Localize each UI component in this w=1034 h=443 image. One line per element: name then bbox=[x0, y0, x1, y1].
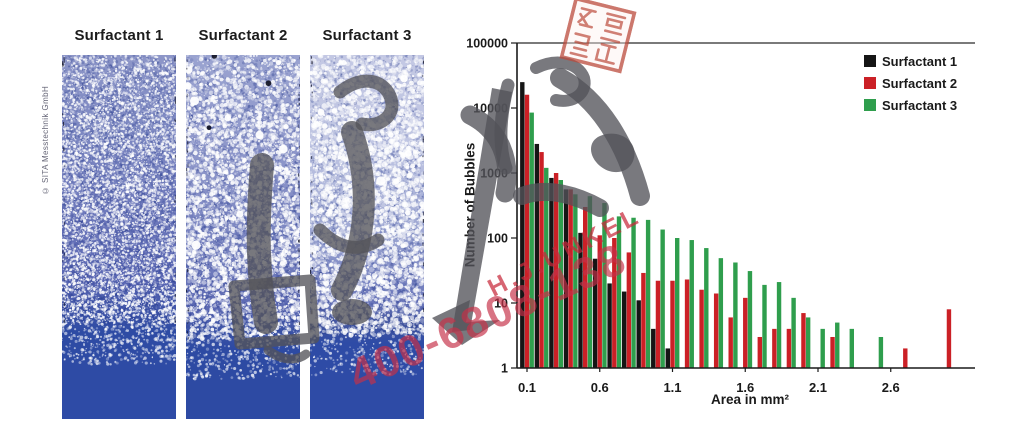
bar-surfactant-2-x1.6 bbox=[743, 297, 748, 368]
legend-label: Surfactant 1 bbox=[882, 53, 958, 69]
bar-surfactant-3-x0.6 bbox=[602, 203, 607, 368]
foam-image-surfactant-3 bbox=[310, 55, 424, 419]
bar-surfactant-1-x0.9 bbox=[636, 300, 641, 368]
bar-surfactant-2-x1 bbox=[655, 280, 661, 368]
bar-surfactant-3-x0.1 bbox=[529, 112, 534, 368]
copyright-text: © SITA Messtechnik GmbH bbox=[41, 85, 50, 195]
bar-surfactant-1-x0.6 bbox=[592, 258, 598, 368]
bar-surfactant-3-x0.2 bbox=[544, 167, 549, 368]
bar-surfactant-2-x0.6 bbox=[597, 235, 602, 368]
bar-surfactant-2-x0.9 bbox=[641, 272, 646, 368]
bar-surfactant-3-x1 bbox=[660, 229, 665, 368]
legend-row-surfactant-3: Surfactant 3 bbox=[864, 97, 957, 113]
x-tick-label: 2.1 bbox=[809, 380, 827, 395]
x-axis-title: Area in mm² bbox=[710, 392, 790, 407]
bar-surfactant-3-x1.8 bbox=[776, 282, 782, 368]
bar-surfactant-2-x0.7 bbox=[612, 238, 617, 368]
bar-surfactant-1-x0.2 bbox=[534, 143, 540, 368]
bar-surfactant-2-x1.7 bbox=[757, 336, 762, 368]
bar-surfactant-3-x1.2 bbox=[689, 240, 694, 368]
bar-surfactant-2-x1.2 bbox=[684, 279, 690, 368]
y-axis-title: Number of Bubbles bbox=[462, 142, 478, 268]
foam-canvas-2 bbox=[186, 55, 300, 419]
bar-surfactant-3-x0.9 bbox=[645, 219, 651, 368]
bar-surfactant-1-x0.3 bbox=[549, 177, 554, 368]
bar-surfactant-2-x1.4 bbox=[713, 293, 719, 368]
bar-surfactant-2-x0.2 bbox=[539, 152, 544, 368]
bar-surfactant-3-x0.7 bbox=[616, 216, 622, 368]
legend-label: Surfactant 2 bbox=[882, 75, 958, 91]
y-tick-label: 100 bbox=[487, 232, 508, 246]
bar-surfactant-2-x0.5 bbox=[583, 206, 588, 368]
foam-image-surfactant-2 bbox=[186, 55, 300, 419]
bar-surfactant-1-x0.8 bbox=[621, 291, 627, 368]
bar-surfactant-1-x1.1 bbox=[665, 348, 670, 368]
y-tick-label: 1000 bbox=[480, 167, 508, 181]
foam-canvas-3 bbox=[310, 55, 424, 419]
y-tick-label: 1 bbox=[501, 362, 508, 376]
bar-chart: 1 10 100 1000 10000 100000 0.1 0.6 1.1 1.6 2.1 2.6 bbox=[466, 37, 975, 395]
bar-surfactant-2-x0.3 bbox=[553, 173, 559, 368]
panel-label-surfactant-1: Surfactant 1 bbox=[74, 27, 164, 44]
bar-surfactant-3-x0.8 bbox=[631, 217, 636, 368]
y-tick-label: 10 bbox=[494, 297, 508, 311]
panel-label-surfactant-3: Surfactant 3 bbox=[322, 27, 412, 44]
bar-surfactant-2-x0.4 bbox=[568, 189, 573, 368]
bar-surfactant-2-x1.8 bbox=[772, 328, 777, 368]
bar-surfactant-2-x1.3 bbox=[699, 289, 704, 368]
x-tick-label: 1.1 bbox=[663, 380, 681, 395]
bar-surfactant-3-x1.7 bbox=[762, 284, 767, 368]
bar-surfactant-3-x1.3 bbox=[704, 248, 709, 368]
bar-surfactant-1-x0.1 bbox=[520, 82, 525, 368]
bar-surfactant-3-x1.4 bbox=[718, 258, 724, 368]
legend-row-surfactant-1: Surfactant 1 bbox=[864, 53, 957, 69]
y-tick-label: 10000 bbox=[473, 102, 508, 116]
bar-surfactant-1-x0.7 bbox=[607, 283, 612, 368]
legend-swatch-black bbox=[864, 55, 876, 67]
foam-canvas-1 bbox=[62, 55, 176, 419]
legend-row-surfactant-2: Surfactant 2 bbox=[864, 75, 957, 91]
bar-surfactant-3-x2.5 bbox=[878, 336, 884, 368]
bar-surfactant-2-x1.9 bbox=[786, 328, 792, 368]
legend-swatch-red bbox=[864, 77, 876, 89]
bar-surfactant-3-x2.3 bbox=[849, 328, 854, 368]
bar-surfactant-3-x0.3 bbox=[558, 180, 563, 368]
bar-surfactant-3-x0.5 bbox=[587, 196, 593, 368]
chart-legend: Surfactant 1 Surfactant 2 Surfactant 3 bbox=[864, 53, 957, 119]
bar-surfactant-3-x1.6 bbox=[747, 271, 753, 368]
legend-label: Surfactant 3 bbox=[882, 97, 958, 113]
panel-label-surfactant-2: Surfactant 2 bbox=[198, 27, 288, 44]
bar-surfactant-3-x0.4 bbox=[573, 194, 578, 368]
bar-surfactant-2-x0.8 bbox=[626, 252, 632, 368]
x-tick-label: 2.6 bbox=[882, 380, 900, 395]
bar-surfactant-2-x2.7 bbox=[903, 348, 908, 368]
bar-surfactant-1-x1 bbox=[651, 328, 656, 368]
bar-surfactant-3-x1.9 bbox=[791, 297, 796, 368]
x-tick-label: 0.6 bbox=[591, 380, 609, 395]
bar-surfactant-1-x0.5 bbox=[578, 232, 583, 368]
bar-surfactant-2-x3 bbox=[946, 309, 952, 368]
bar-surfactant-2-x0.1 bbox=[524, 94, 530, 368]
y-tick-label: 100000 bbox=[466, 37, 508, 51]
bar-surfactant-3-x2 bbox=[805, 317, 811, 368]
bar-surfactant-1-x0.4 bbox=[563, 189, 569, 368]
bar-surfactant-3-x2.1 bbox=[820, 328, 825, 368]
bar-surfactant-2-x2.2 bbox=[830, 336, 835, 368]
bar-surfactant-2-x1.5 bbox=[728, 317, 733, 368]
foam-image-surfactant-1 bbox=[62, 55, 176, 419]
x-tick-label: 0.1 bbox=[518, 380, 536, 395]
bar-surfactant-3-x1.5 bbox=[733, 262, 738, 368]
bar-surfactant-2-x1.1 bbox=[670, 280, 675, 368]
bar-surfactant-3-x2.2 bbox=[835, 322, 840, 368]
bar-surfactant-3-x1.1 bbox=[675, 238, 680, 368]
legend-swatch-green bbox=[864, 99, 876, 111]
x-tick-label: 1.6 bbox=[736, 380, 754, 395]
bar-surfactant-2-x2 bbox=[801, 313, 806, 368]
